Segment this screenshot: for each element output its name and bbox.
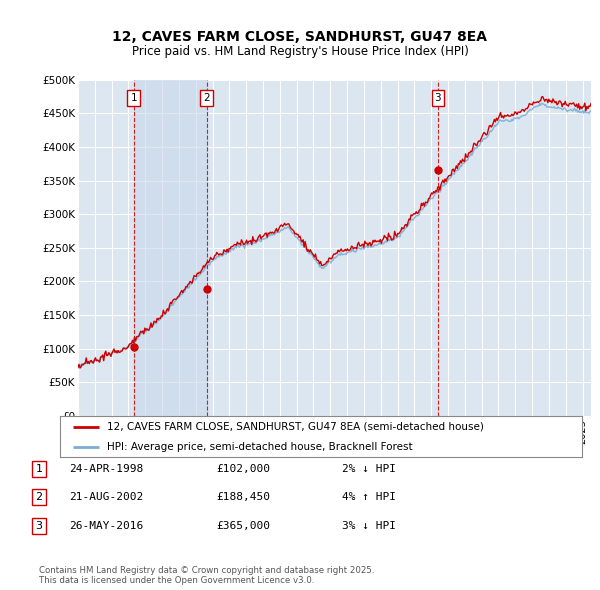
Text: HPI: Average price, semi-detached house, Bracknell Forest: HPI: Average price, semi-detached house,…	[107, 441, 413, 451]
Text: 4% ↑ HPI: 4% ↑ HPI	[342, 493, 396, 502]
Text: £188,450: £188,450	[216, 493, 270, 502]
Text: 2: 2	[203, 93, 210, 103]
Text: 21-AUG-2002: 21-AUG-2002	[69, 493, 143, 502]
Text: Contains HM Land Registry data © Crown copyright and database right 2025.
This d: Contains HM Land Registry data © Crown c…	[39, 566, 374, 585]
Text: £102,000: £102,000	[216, 464, 270, 474]
Bar	[134, 80, 206, 416]
Text: 12, CAVES FARM CLOSE, SANDHURST, GU47 8EA (semi-detached house): 12, CAVES FARM CLOSE, SANDHURST, GU47 8E…	[107, 422, 484, 432]
Text: 12, CAVES FARM CLOSE, SANDHURST, GU47 8EA: 12, CAVES FARM CLOSE, SANDHURST, GU47 8E…	[113, 30, 487, 44]
Text: 3% ↓ HPI: 3% ↓ HPI	[342, 521, 396, 530]
Text: 1: 1	[130, 93, 137, 103]
Text: 24-APR-1998: 24-APR-1998	[69, 464, 143, 474]
Text: 2: 2	[35, 493, 43, 502]
Text: 3: 3	[35, 521, 43, 530]
Text: 2% ↓ HPI: 2% ↓ HPI	[342, 464, 396, 474]
Text: 3: 3	[434, 93, 441, 103]
Text: 26-MAY-2016: 26-MAY-2016	[69, 521, 143, 530]
Text: 1: 1	[35, 464, 43, 474]
Text: Price paid vs. HM Land Registry's House Price Index (HPI): Price paid vs. HM Land Registry's House …	[131, 45, 469, 58]
Text: £365,000: £365,000	[216, 521, 270, 530]
